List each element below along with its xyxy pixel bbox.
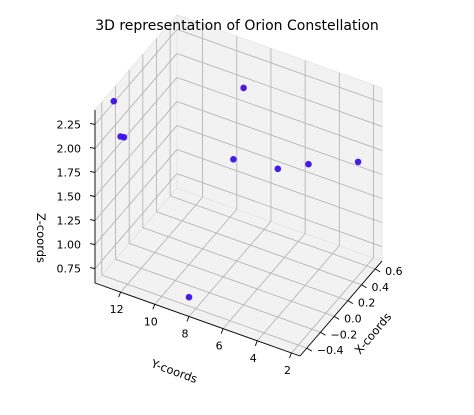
z-axis-label: Z-coords xyxy=(34,213,48,263)
z-grid-side xyxy=(176,29,383,103)
y-tick-mark xyxy=(220,328,224,334)
x-tick-mark xyxy=(306,347,313,352)
x-grid-floor xyxy=(170,195,376,270)
x-grid-floor xyxy=(129,243,335,317)
axis-lines xyxy=(89,110,383,359)
data-point-6 xyxy=(274,165,282,173)
z-grid-back xyxy=(94,173,178,269)
y-grid-floor xyxy=(154,209,238,305)
y-tick-mark xyxy=(289,352,292,359)
z-grid-back xyxy=(94,77,178,173)
y-grid-floor xyxy=(120,196,203,293)
data-point-1 xyxy=(110,97,118,105)
tick-labels: −0.4 −0.2 0.0 0.2 0.4 0.6 12 10 8 6 4 2 0.75 1.00 1.25… xyxy=(57,118,403,377)
z-tick-mark xyxy=(89,195,96,197)
z-grid-side xyxy=(176,149,383,223)
z-grid-side xyxy=(176,53,383,127)
y-tick-mark xyxy=(152,304,156,310)
y-tick-mark xyxy=(118,291,122,298)
x-grid-floor xyxy=(156,211,362,286)
z-tick-label: 1.50 xyxy=(57,191,82,204)
z-grid-side xyxy=(176,77,383,151)
x-grid-floor xyxy=(142,227,348,301)
z-tick-label: 1.25 xyxy=(57,215,82,228)
z-tick-label: 0.75 xyxy=(57,263,82,276)
y-grid-floor xyxy=(256,245,340,342)
data-point-9 xyxy=(185,293,193,301)
y-tick-label: 12 xyxy=(110,303,124,316)
x-grid-floor xyxy=(115,258,321,333)
x-tick-mark xyxy=(320,331,326,336)
z-grid-side xyxy=(176,125,383,199)
x-tick-mark xyxy=(361,284,367,289)
x-tick-mark xyxy=(374,268,381,273)
z-tick-label: 1.75 xyxy=(57,166,82,179)
y-tick-label: 10 xyxy=(144,315,158,328)
z-tick-label: 2.00 xyxy=(57,142,82,155)
x-tick-label: 0.4 xyxy=(372,281,390,294)
y-tick-label: 6 xyxy=(216,340,223,353)
grid-lines xyxy=(94,22,383,354)
z-tick-mark xyxy=(89,243,96,245)
z-grid-back xyxy=(94,101,178,197)
y-axis-label: Y-coords xyxy=(148,356,199,386)
z-tick-label: 1.00 xyxy=(57,239,82,252)
y-tick-label: 8 xyxy=(181,327,188,340)
y-axis-line xyxy=(94,282,301,357)
x-axis-line xyxy=(299,260,383,357)
data-points xyxy=(110,84,362,301)
z-grid-back xyxy=(94,149,178,245)
data-point-4 xyxy=(240,84,247,92)
z-grid-side xyxy=(176,101,383,175)
x-tick-label: 0.0 xyxy=(344,312,362,325)
z-grid-back xyxy=(94,53,178,149)
z-grid-side xyxy=(176,173,383,247)
y-tick-mark xyxy=(186,316,190,322)
y-grid-floor xyxy=(222,233,306,329)
z-grid-back xyxy=(94,29,178,125)
data-point-3 xyxy=(120,134,128,141)
z-grid-back xyxy=(94,125,178,221)
y-tick-mark xyxy=(254,340,258,346)
data-point-5 xyxy=(230,156,237,163)
z-tick-label: 2.25 xyxy=(57,118,82,131)
y-grid-floor xyxy=(188,221,272,317)
z-tick-mark xyxy=(89,122,96,125)
x-tick-label: 0.2 xyxy=(358,297,376,310)
z-tick-mark xyxy=(89,171,96,173)
chart-title: 3D representation of Orion Constellation xyxy=(95,18,379,34)
x-tick-mark xyxy=(347,300,354,304)
data-point-7 xyxy=(305,160,312,168)
x-tick-label: −0.2 xyxy=(331,328,358,341)
y-tick-label: 2 xyxy=(284,364,291,377)
z-tick-mark xyxy=(89,219,96,221)
y-grid-floor xyxy=(291,257,374,354)
z-tick-mark xyxy=(89,267,96,270)
y-tick-label: 4 xyxy=(250,352,257,365)
x-tick-label: 0.6 xyxy=(385,265,403,278)
x-tick-label: −0.4 xyxy=(317,344,344,357)
z-tick-mark xyxy=(89,147,96,149)
data-point-8 xyxy=(354,158,362,166)
x-tick-mark xyxy=(333,316,340,320)
x-grid-floor xyxy=(101,274,307,349)
